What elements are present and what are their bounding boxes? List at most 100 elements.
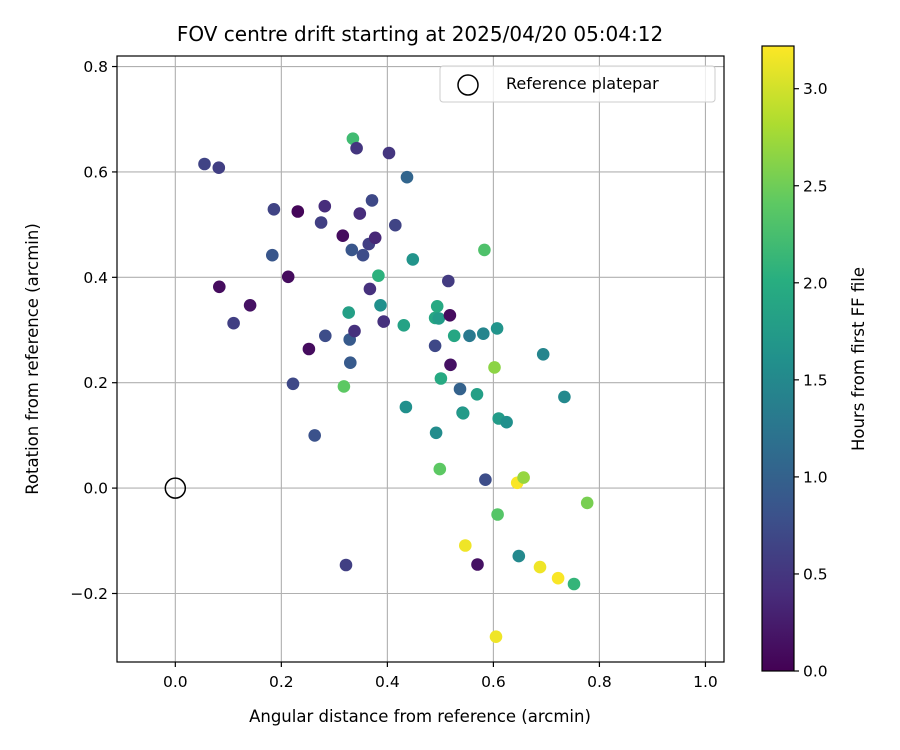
data-point <box>463 329 476 343</box>
y-axis-label: Rotation from reference (arcmin) <box>23 223 42 495</box>
data-point <box>374 299 387 312</box>
data-point <box>243 299 257 312</box>
chart-title: FOV centre drift starting at 2025/04/20 … <box>177 22 663 46</box>
x-tick-label: 0.2 <box>269 673 294 691</box>
data-point <box>399 400 413 414</box>
data-point <box>551 571 565 585</box>
colorbar-tick-label: 0.5 <box>803 565 828 583</box>
data-point <box>377 315 391 328</box>
data-point <box>397 319 411 332</box>
legend-marker-icon <box>457 74 479 96</box>
x-tick-label: 1.0 <box>693 673 718 691</box>
data-point <box>459 539 472 552</box>
data-points <box>198 132 594 643</box>
data-point <box>318 199 332 213</box>
x-axis-label: Angular distance from reference (arcmin) <box>249 707 591 726</box>
x-tick-label: 0.8 <box>587 673 612 691</box>
data-point <box>342 306 356 319</box>
data-point <box>477 327 490 341</box>
data-point <box>308 429 322 442</box>
data-point <box>558 390 571 404</box>
colorbar-tick-label: 3.0 <box>803 80 828 98</box>
colorbar <box>761 45 795 672</box>
data-point <box>348 324 361 338</box>
data-point <box>213 280 226 294</box>
y-tick-label: 0.4 <box>83 269 108 287</box>
data-point <box>428 339 442 353</box>
x-tick-label: 0.4 <box>375 673 400 691</box>
data-point <box>432 312 446 325</box>
data-point <box>372 269 385 283</box>
colorbar-tick-label: 1.5 <box>803 371 828 389</box>
data-point <box>319 329 332 343</box>
data-point <box>267 203 281 216</box>
data-point <box>491 508 504 521</box>
data-point <box>488 361 501 374</box>
x-tick-label: 0.0 <box>163 673 188 691</box>
data-point <box>365 194 379 207</box>
y-tick-label: −0.2 <box>70 585 108 603</box>
data-point <box>400 170 414 184</box>
colorbar-tick-label: 1.0 <box>803 468 828 486</box>
data-point <box>433 462 447 476</box>
data-point <box>443 309 457 322</box>
x-axis-ticks: 0.0 0.2 0.4 0.6 0.8 1.0 <box>163 662 718 691</box>
data-point <box>286 377 300 391</box>
data-point <box>346 132 360 145</box>
data-point <box>353 207 367 220</box>
data-point <box>580 496 594 510</box>
data-point <box>512 549 526 563</box>
x-tick-label: 0.6 <box>481 673 506 691</box>
y-tick-label: 0.8 <box>83 58 108 76</box>
legend-box: Reference platepar <box>439 65 716 103</box>
data-point <box>517 471 530 484</box>
data-point <box>302 342 316 356</box>
colorbar-ticks: 0.0 0.5 1.0 1.5 2.0 2.5 3.0 <box>794 80 828 681</box>
data-point <box>533 560 547 574</box>
data-point <box>382 146 396 160</box>
data-point <box>453 382 467 396</box>
data-point <box>336 229 350 242</box>
data-point <box>490 322 504 335</box>
data-point <box>489 630 503 643</box>
colorbar-tick-label: 2.5 <box>803 177 828 195</box>
data-point <box>470 388 484 401</box>
data-point <box>356 248 370 262</box>
data-point <box>406 253 420 266</box>
data-point <box>444 358 457 372</box>
data-point <box>536 348 550 361</box>
data-point <box>442 274 455 288</box>
data-point <box>478 243 491 257</box>
data-point <box>500 415 513 429</box>
y-tick-label: 0.0 <box>83 480 108 498</box>
plot-frame <box>116 55 725 663</box>
y-tick-label: 0.6 <box>83 163 108 181</box>
y-tick-label: 0.2 <box>83 374 108 392</box>
legend-frame <box>439 65 716 103</box>
data-point <box>430 300 444 313</box>
data-point <box>291 205 305 218</box>
y-axis-ticks: −0.2 0.0 0.2 0.4 0.6 0.8 <box>70 58 117 603</box>
data-point <box>266 248 279 262</box>
data-point <box>281 270 295 284</box>
data-point <box>350 141 363 155</box>
data-point <box>198 157 211 171</box>
colorbar-label: Hours from first FF file <box>849 267 868 451</box>
data-point <box>456 407 470 420</box>
data-point <box>314 216 328 229</box>
colorbar-tick-label: 0.0 <box>803 663 828 681</box>
data-point <box>389 218 402 232</box>
data-point <box>479 473 492 487</box>
data-point <box>344 356 357 370</box>
legend-label: Reference platepar <box>506 74 659 93</box>
reference-marker <box>164 477 187 499</box>
data-point <box>227 316 240 330</box>
data-point <box>345 243 359 257</box>
data-point <box>567 577 581 591</box>
data-point <box>212 161 226 174</box>
data-point <box>368 231 382 245</box>
data-point <box>429 426 443 440</box>
colorbar-tick-label: 2.0 <box>803 274 828 292</box>
data-point <box>471 558 484 571</box>
